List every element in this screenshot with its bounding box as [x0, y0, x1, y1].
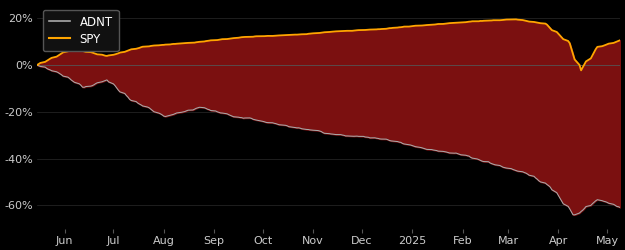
Legend: ADNT, SPY: ADNT, SPY: [43, 10, 119, 51]
